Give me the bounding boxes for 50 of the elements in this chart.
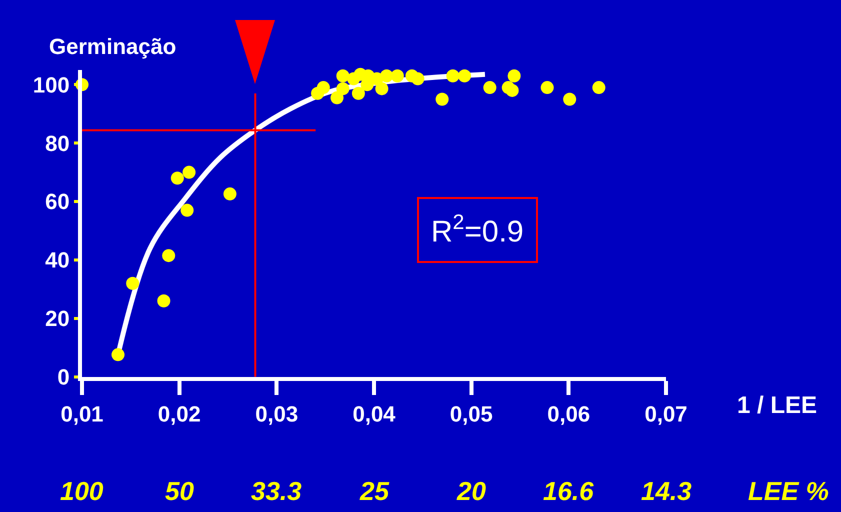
annotation: R$^{2}$=0.9 [431, 211, 524, 249]
point [508, 69, 521, 82]
text: 50 [165, 476, 194, 506]
x-tick-label: 0,04 [352, 401, 396, 426]
y-tick-label: 60 [45, 189, 70, 214]
text: LEE % [748, 476, 829, 506]
point [360, 78, 374, 92]
point [563, 92, 576, 106]
y-tick-label: 20 [45, 306, 70, 332]
x-tick-label: 0,02 [158, 401, 201, 426]
point [182, 166, 196, 179]
x-tick-label: 0,03 [255, 401, 298, 426]
point [390, 69, 404, 82]
point [162, 249, 176, 262]
point [483, 81, 496, 94]
point [506, 84, 519, 97]
x-tick-label: 0,05 [450, 401, 493, 426]
y-tick-label: 80 [45, 130, 70, 156]
x-tick-label: 0,06 [547, 401, 590, 426]
point [180, 204, 194, 217]
point [223, 187, 236, 200]
point [540, 81, 554, 94]
point [316, 81, 330, 94]
point [112, 348, 125, 362]
point [458, 69, 472, 82]
y-tick-label: 100 [32, 72, 70, 98]
point [592, 81, 606, 94]
text: 33.3 [251, 476, 302, 506]
text: 16.6 [543, 476, 594, 506]
y-axis-title: Germinação [49, 34, 176, 59]
y-tick-label: 40 [45, 248, 70, 273]
point [352, 86, 365, 100]
point [375, 82, 388, 96]
point [380, 69, 394, 82]
point [336, 82, 350, 96]
text: 14.3 [641, 476, 692, 506]
point [126, 276, 140, 290]
point [436, 92, 449, 106]
point [336, 69, 350, 82]
text: 20 [456, 476, 486, 506]
point [411, 72, 424, 86]
point [170, 172, 184, 185]
point [157, 294, 170, 308]
x-tick-label: 0,01 [60, 401, 104, 426]
point [446, 69, 460, 82]
text: 25 [359, 476, 390, 506]
point [330, 91, 344, 104]
x-tick-label: 0,07 [644, 401, 688, 426]
x-axis-title: 1 / LEE [737, 392, 818, 419]
y-tick-label: 0 [57, 364, 70, 390]
